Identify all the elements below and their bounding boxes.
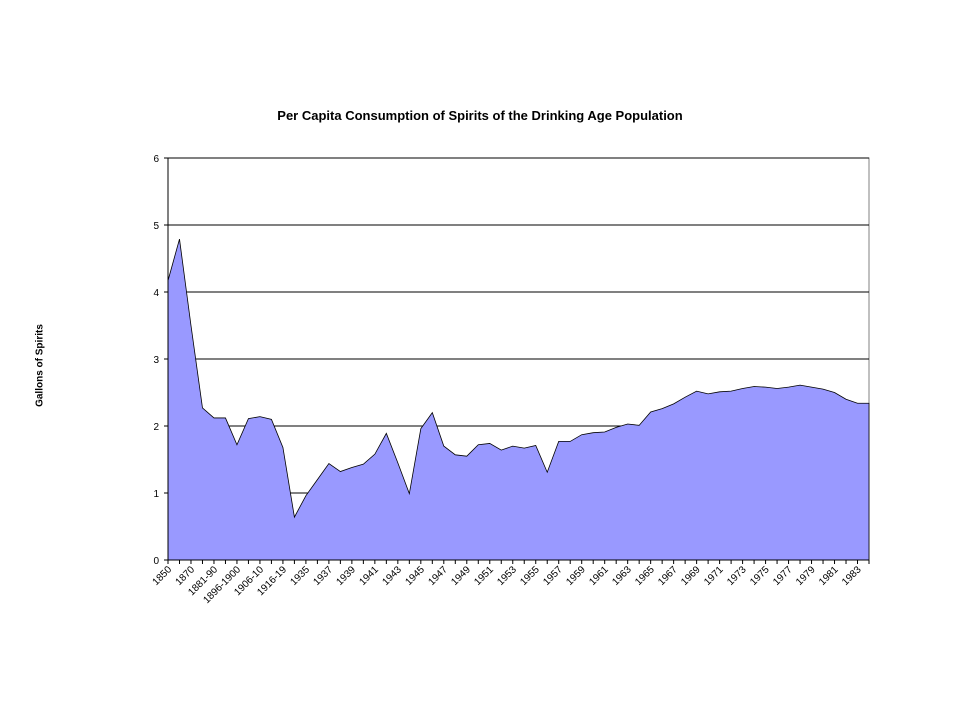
x-tick-label-1965: 1965 <box>633 564 657 588</box>
y-tick-label-4: 4 <box>153 288 159 299</box>
x-tick-label-1967: 1967 <box>656 564 680 588</box>
series-area <box>167 238 870 561</box>
x-tick-label-1937: 1937 <box>311 564 335 588</box>
x-tick-label-1941: 1941 <box>357 564 381 588</box>
x-tick-label-1973: 1973 <box>725 564 749 588</box>
x-tick-label-1963: 1963 <box>610 564 634 588</box>
y-tick-labels: 0 1 2 3 4 5 6 <box>153 154 159 567</box>
y-tick-label-3: 3 <box>153 355 159 366</box>
x-tick-label-1961: 1961 <box>587 564 611 588</box>
x-tick-label-1943: 1943 <box>380 564 404 588</box>
x-tick-label-1979: 1979 <box>794 564 818 588</box>
y-tick-label-6: 6 <box>153 154 159 165</box>
chart-title: Per Capita Consumption of Spirits of the… <box>277 108 683 123</box>
x-tick-label-1945: 1945 <box>403 564 427 588</box>
axes <box>164 157 870 564</box>
x-tick-label-1977: 1977 <box>771 564 795 588</box>
x-tick-label-1959: 1959 <box>564 564 588 588</box>
x-tick-label-1949: 1949 <box>449 564 473 588</box>
y-tick-label-0: 0 <box>153 556 159 567</box>
x-tick-label-1953: 1953 <box>495 564 519 588</box>
series-area-fill <box>167 238 870 561</box>
x-tick-label-1951: 1951 <box>472 564 496 588</box>
x-tick-label-1975: 1975 <box>748 564 772 588</box>
x-tick-label-1935: 1935 <box>289 564 313 588</box>
y-tick-label-2: 2 <box>153 422 159 433</box>
x-tick-label-1850: 1850 <box>151 564 175 588</box>
x-tick-label-1957: 1957 <box>541 564 565 588</box>
x-tick-label-1981: 1981 <box>817 564 841 588</box>
x-tick-label-1983: 1983 <box>840 564 864 588</box>
y-tick-label-5: 5 <box>153 221 159 232</box>
y-tick-label-1: 1 <box>153 489 159 500</box>
x-tick-label-1947: 1947 <box>426 564 450 588</box>
x-tick-label-1955: 1955 <box>518 564 542 588</box>
x-tick-label-1969: 1969 <box>679 564 703 588</box>
x-tick-label-1939: 1939 <box>334 564 358 588</box>
x-tick-label-1971: 1971 <box>702 564 726 588</box>
